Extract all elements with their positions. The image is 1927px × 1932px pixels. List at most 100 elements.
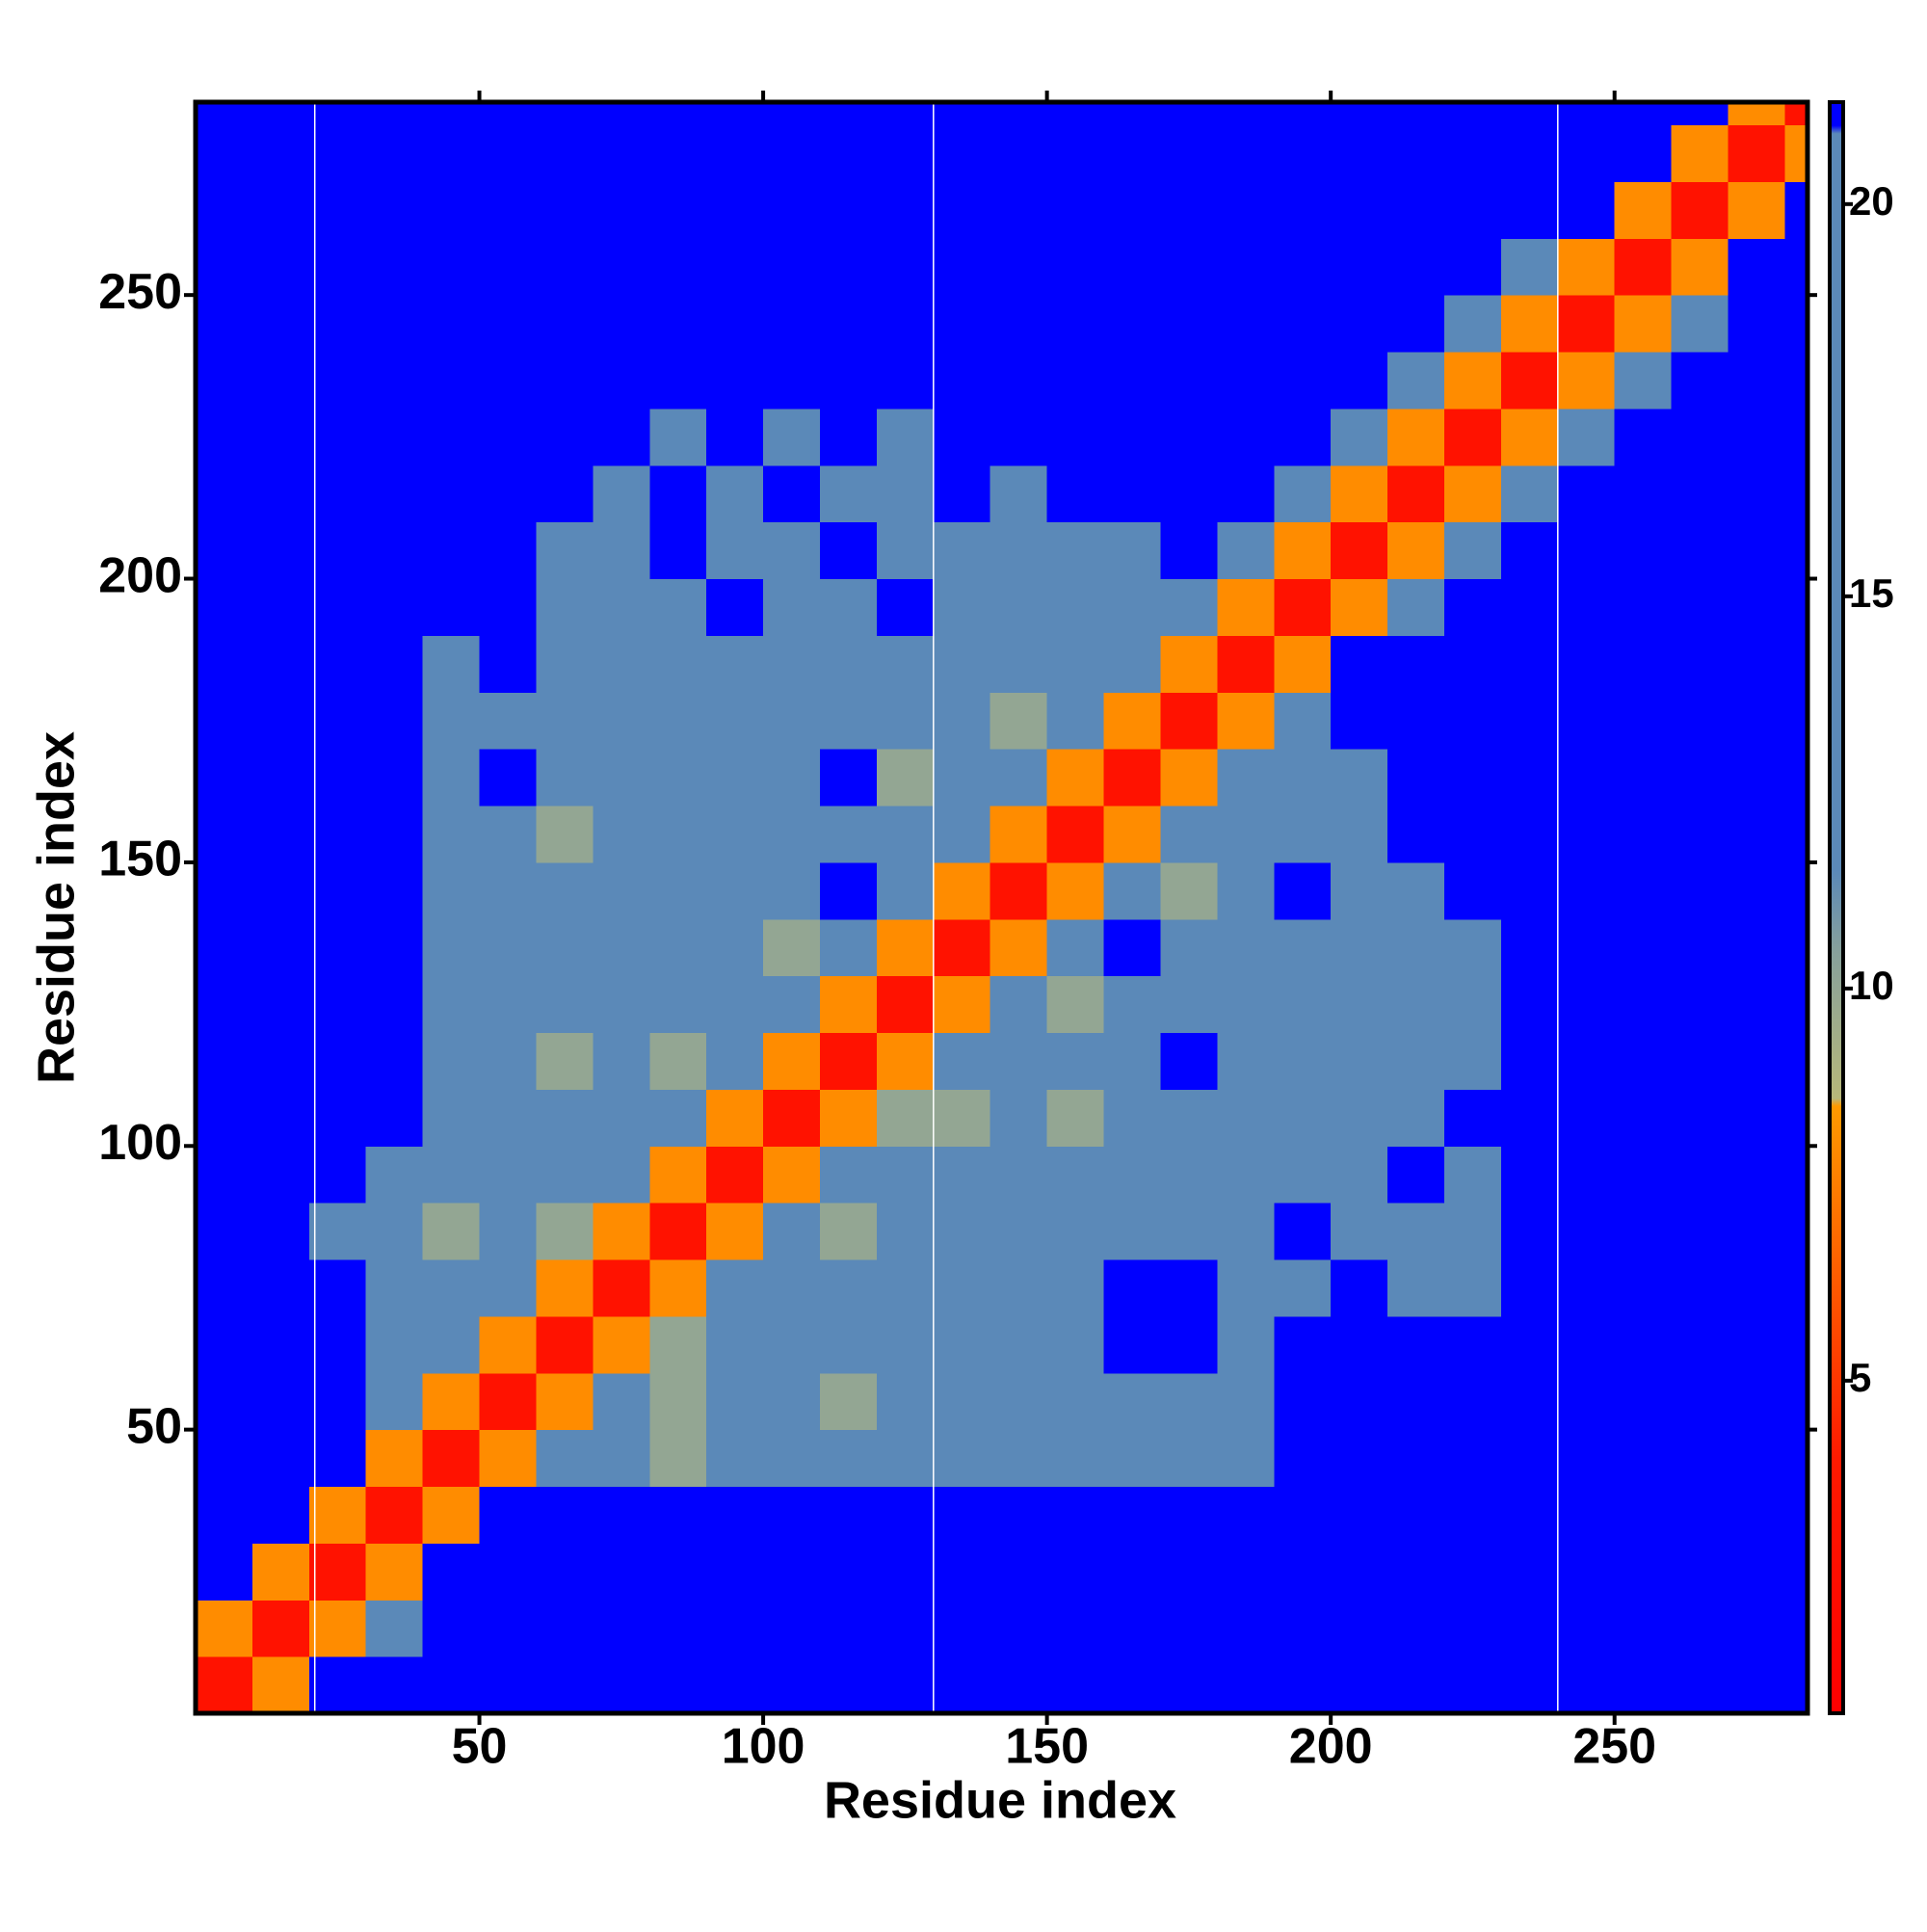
heatmap-cell [706,578,764,636]
heatmap-cell [819,692,878,750]
heatmap-cell [365,1656,424,1714]
heatmap-cell [1160,408,1218,466]
heatmap-cell [1728,578,1785,636]
heatmap-cell [1103,918,1161,977]
heatmap-cell [365,408,424,466]
heatmap-cell [876,1146,935,1204]
heatmap-cell [1614,1600,1673,1657]
heatmap-cell [763,861,821,920]
heatmap-cell [1217,1315,1275,1374]
heatmap-cell [1387,1089,1445,1147]
heatmap-cell [1103,464,1161,523]
heatmap-cell [990,1089,1048,1147]
heatmap-cell [196,861,253,920]
heatmap-cell [1557,1429,1616,1488]
heatmap-cell [308,1315,367,1374]
heatmap-cell [479,749,537,807]
y-tick-label: 50 [126,1398,182,1454]
heatmap-cell [1217,124,1275,182]
heatmap-cell [1217,749,1275,807]
heatmap-cell [365,806,424,863]
heatmap-cell [251,1146,310,1204]
heatmap-cell [1046,1600,1105,1657]
heatmap-cell [1331,181,1388,239]
heatmap-cell [706,124,764,182]
heatmap-cell [706,692,764,750]
heatmap-cell [1443,352,1502,410]
heatmap-cell [1160,1543,1218,1601]
heatmap-cell [649,1203,707,1260]
heatmap-cell [1103,1315,1161,1374]
heatmap-cell [1387,295,1445,353]
heatmap-cell [1614,692,1673,750]
heatmap-cell [819,975,878,1034]
heatmap-cell [649,124,707,182]
heatmap-cell [1103,124,1161,182]
heatmap-cell [593,1089,650,1147]
heatmap-cell [1500,1600,1559,1657]
heatmap-cell [479,1600,537,1657]
heatmap-cell [1274,1259,1332,1317]
heatmap-cell [649,181,707,239]
heatmap-cell [593,1146,650,1204]
heatmap-cell [1500,861,1559,920]
heatmap-cell [422,124,481,182]
heatmap-cell [251,1486,310,1544]
heatmap-cell [479,806,537,863]
heatmap-cell [990,352,1048,410]
heatmap-cell [876,464,935,523]
heatmap-cell [1614,1429,1673,1488]
heatmap-cell [1160,1203,1218,1260]
heatmap-cell [763,102,821,126]
heatmap-cell [422,918,481,977]
x-tick-label: 200 [1289,1719,1373,1775]
heatmap-cell [763,1146,821,1204]
heatmap-cell [251,749,310,807]
heatmap-cell [196,806,253,863]
heatmap-cell [1443,635,1502,693]
heatmap-cell [196,1656,253,1714]
heatmap-cell [536,1543,594,1601]
heatmap-cell [593,806,650,863]
heatmap-cell [1046,1372,1105,1431]
heatmap-cell [1331,975,1388,1034]
heatmap-cell [1500,102,1559,126]
heatmap-cell [1274,1656,1332,1714]
heatmap-cell [1728,975,1785,1034]
heatmap-cell [308,692,367,750]
heatmap-cell [933,521,991,580]
heatmap-cell [308,918,367,977]
heatmap-cell [365,1146,424,1204]
heatmap-cell [365,1543,424,1601]
heatmap-cell [479,1372,537,1431]
heatmap-cell [1046,295,1105,353]
heatmap-cell [933,578,991,636]
heatmap-cell [1217,1203,1275,1260]
heatmap-cell [1046,1032,1105,1090]
heatmap-cell [990,918,1048,977]
heatmap-cell [1217,1032,1275,1090]
heatmap-cell [1331,352,1388,410]
heatmap-cell [1614,918,1673,977]
heatmap-cell [308,1656,367,1714]
heatmap-cell [422,806,481,863]
heatmap-cell [1671,102,1729,126]
heatmap-cell [1443,521,1502,580]
heatmap-cell [649,918,707,977]
heatmap-cell [1500,238,1559,296]
heatmap-cell [1046,464,1105,523]
heatmap-cell [479,1259,537,1317]
heatmap-cell [763,521,821,580]
heatmap-cell [1500,1429,1559,1488]
heatmap-cell [1784,408,1808,466]
heatmap-cell [196,1600,253,1657]
heatmap-cell [1160,1032,1218,1090]
heatmap-cell [196,635,253,693]
heatmap-cell [1614,464,1673,523]
heatmap-cell [1331,1146,1388,1204]
heatmap-cell [1274,692,1332,750]
heatmap-cell [251,578,310,636]
heatmap-cell [1274,918,1332,977]
heatmap-cell [536,295,594,353]
